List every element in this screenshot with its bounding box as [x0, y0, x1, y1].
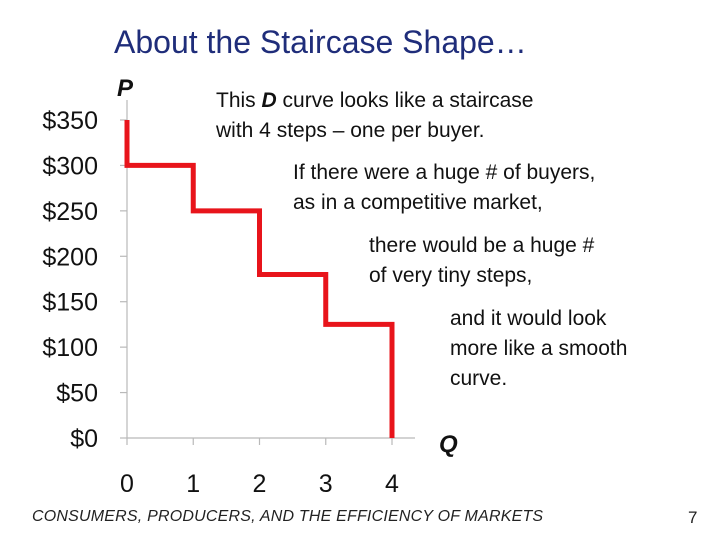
- note-competitive: If there were a huge # of buyers, as in …: [293, 158, 595, 218]
- note-smooth-line2: more like a smooth: [450, 337, 628, 360]
- y-axis-label: P: [117, 75, 134, 102]
- x-tick-label: 4: [385, 470, 399, 498]
- x-tick-label: 2: [253, 470, 267, 498]
- note-staircase-suffix: curve looks like a staircase: [276, 89, 534, 112]
- note-staircase: This D curve looks like a staircase with…: [216, 86, 533, 146]
- x-tick-label: 1: [186, 470, 200, 498]
- y-tick-label: $100: [42, 334, 98, 362]
- y-tick-label: $150: [42, 289, 98, 317]
- y-tick-label: $350: [42, 107, 98, 135]
- note-tiny-steps: there would be a huge # of very tiny ste…: [369, 231, 594, 291]
- y-tick-label: $300: [42, 152, 98, 180]
- slide-footer: CONSUMERS, PRODUCERS, AND THE EFFICIENCY…: [32, 508, 544, 525]
- note-tiny-steps-line2: of very tiny steps,: [369, 264, 533, 287]
- note-smooth-line3: curve.: [450, 367, 508, 390]
- y-tick-label: $200: [42, 243, 98, 271]
- note-smooth-curve: and it would look more like a smooth cur…: [450, 304, 627, 394]
- page-number: 7: [688, 508, 698, 527]
- note-competitive-line1: If there were a huge # of buyers,: [293, 161, 596, 184]
- note-staircase-line2: with 4 steps – one per buyer.: [216, 119, 485, 142]
- x-tick-label: 3: [319, 470, 333, 498]
- demand-staircase-line: [124, 120, 395, 438]
- x-axis-label: Q: [439, 431, 458, 458]
- note-smooth-line1: and it would look: [450, 307, 607, 330]
- x-tick-label: 0: [120, 470, 134, 498]
- note-competitive-line2: as in a competitive market,: [293, 191, 543, 214]
- chart-ticks: $0 $50 $100 $150 $200 $250 $300 $350 0 1 2 3 4: [42, 107, 399, 498]
- note-tiny-steps-line1: there would be a huge #: [369, 234, 595, 257]
- slide-title: About the Staircase Shape…: [114, 24, 527, 60]
- note-staircase-emph: D: [261, 89, 277, 112]
- note-staircase-prefix: This: [216, 89, 262, 112]
- y-tick-label: $50: [56, 380, 98, 408]
- y-tick-label: $0: [70, 425, 98, 453]
- chart-series: [124, 120, 395, 438]
- y-tick-label: $250: [42, 198, 98, 226]
